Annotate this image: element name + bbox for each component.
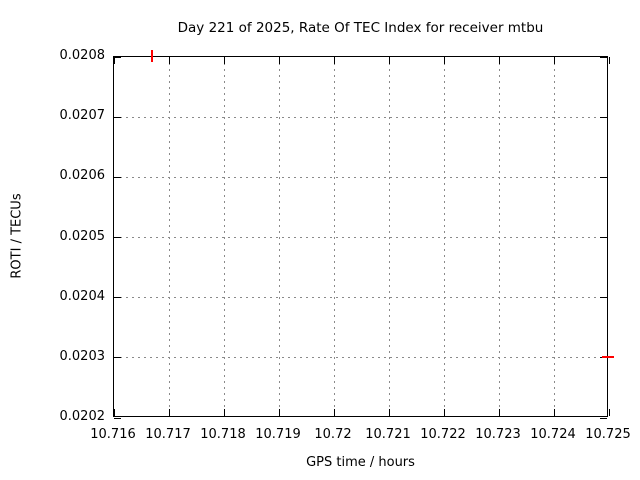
y-tick-mark-left [114,56,121,58]
y-tick-mark-left [114,176,121,178]
h-gridline [114,116,607,118]
v-gridline [498,57,500,416]
y-tick-mark-right [600,357,607,359]
x-tick-label: 10.724 [530,427,576,442]
y-tick-label: 0.0202 [59,409,106,424]
x-tick-mark-bottom [553,409,555,416]
y-tick-label: 0.0203 [59,348,106,364]
x-tick-mark-bottom [443,409,445,416]
x-tick-mark-top [608,57,610,64]
y-tick-mark-left [114,116,121,118]
y-tick-mark-right [600,417,607,419]
h-gridline [114,237,607,238]
x-tick-mark-bottom [223,409,225,416]
h-gridline [114,357,607,359]
y-tick-mark-left [114,237,121,238]
x-tick-mark-top [168,57,170,64]
x-tick-label: 10.723 [475,427,521,442]
y-tick-mark-right [600,176,607,178]
x-tick-mark-top [278,57,280,64]
v-gridline [443,57,445,416]
y-tick-mark-right [600,116,607,118]
x-tick-label: 10.718 [200,427,246,442]
data-point-marker [150,50,153,62]
x-tick-mark-top [553,57,555,64]
y-tick-label: 0.0206 [59,168,106,184]
x-tick-mark-bottom [333,409,335,416]
y-tick-label: 0.0207 [59,108,106,124]
data-point-marker [602,355,614,358]
v-gridline [333,57,335,416]
x-tick-mark-top [333,57,335,64]
x-tick-mark-top [388,57,390,64]
v-gridline [388,57,390,416]
x-tick-mark-top [113,57,115,64]
x-tick-mark-bottom [278,409,280,416]
x-tick-label: 10.72 [314,427,352,442]
y-tick-mark-left [114,417,121,419]
x-tick-mark-top [443,57,445,64]
y-tick-label: 0.0204 [59,288,106,304]
x-tick-mark-bottom [388,409,390,416]
y-axis-label: ROTI / TECUs [9,193,25,279]
y-tick-label: 0.0208 [59,48,106,63]
x-tick-label: 10.716 [90,427,136,442]
v-gridline [553,57,555,416]
plot-area [113,56,610,419]
x-tick-mark-top [223,57,225,64]
x-tick-mark-bottom [113,409,115,416]
x-tick-label: 10.722 [420,427,466,442]
v-gridline [223,57,225,416]
chart-title: Day 221 of 2025, Rate Of TEC Index for r… [177,20,544,36]
v-gridline [168,57,170,416]
x-tick-mark-bottom [498,409,500,416]
x-tick-label: 10.717 [145,427,191,442]
y-tick-mark-right [600,237,607,238]
h-gridline [114,176,607,178]
y-tick-mark-right [600,297,607,299]
x-axis-label: GPS time / hours [306,455,415,470]
y-tick-mark-left [114,357,121,359]
v-gridline [278,57,280,416]
x-tick-label: 10.725 [585,427,631,442]
y-tick-mark-left [114,297,121,299]
y-tick-mark-right [600,56,607,58]
x-tick-mark-bottom [168,409,170,416]
y-tick-label: 0.0205 [59,228,106,244]
h-gridline [114,297,607,299]
x-tick-mark-top [498,57,500,64]
x-tick-label: 10.721 [365,427,411,442]
x-tick-label: 10.719 [255,427,301,442]
x-tick-mark-bottom [608,409,610,416]
